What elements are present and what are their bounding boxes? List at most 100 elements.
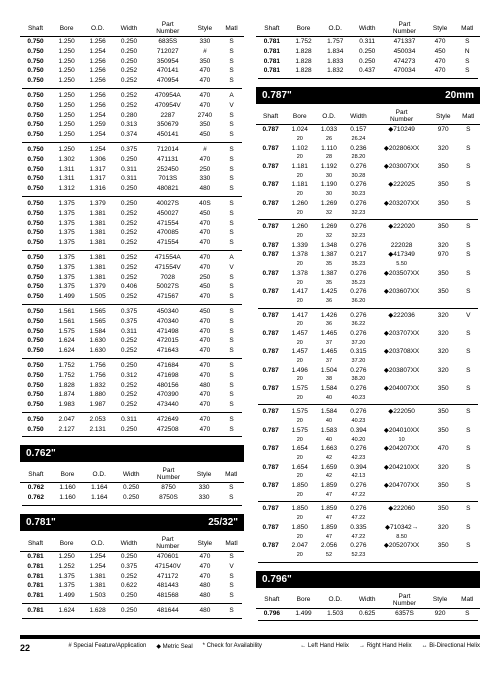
table-row: 0.7811.2501.2540.250470601470S (20, 552, 244, 562)
table-row: 0.7501.5611.5650.375450340450S (20, 307, 244, 317)
table-row: 203636.20 (256, 297, 480, 306)
col-matl: Matl (457, 108, 481, 125)
table-row: 0.7501.6241.6300.252471643470S (20, 346, 244, 356)
table-row: 0.7501.3021.3060.250471131470S (20, 155, 244, 165)
col-style: Style (426, 592, 455, 609)
table-row: 0.7501.3751.3810.252470085470S (20, 228, 244, 238)
table-row: 0.7811.8281.8340.250450034450N (256, 47, 480, 57)
table-row: 0.7811.7521.7570.311471337470S (256, 37, 480, 47)
table-row: 204040.2010 (256, 436, 480, 445)
col-style: Style (190, 466, 219, 483)
col-od: O.D. (82, 535, 113, 552)
table-row: 0.7871.3781.3870.276◆203507XX350S (256, 269, 480, 279)
col-matl: Matl (455, 20, 481, 37)
table-row: 203232.23 (256, 232, 480, 241)
table-row: 0.7811.3751.3810.252471172470S (20, 572, 244, 582)
size-banner: 0.787"20mm (256, 87, 480, 104)
col-bore: Bore (52, 466, 84, 483)
size-banner: 0.762" (20, 445, 244, 462)
table-row: 0.7501.6241.6300.252472015470S (20, 336, 244, 346)
table-row: 0.7501.3751.3810.2527028250S (20, 273, 244, 283)
table-row: 0.7871.4961.5040.276◆203807XX320S (256, 366, 480, 376)
table-row: 0.7811.8281.8330.250474273470S (256, 57, 480, 67)
table-row: 203838.20 (256, 375, 480, 384)
footer-notes-right: ← Left Hand Helix → Right Hand Helix ↔ B… (300, 643, 480, 653)
table-row: 0.7871.1811.1900.276◆222025350S (256, 180, 480, 190)
col-style: Style (191, 535, 219, 552)
table-row: 0.7501.2501.2540.375712014#S (20, 145, 244, 155)
col-width: Width (113, 535, 145, 552)
table-row: 0.7501.4991.5050.252471567470S (20, 292, 244, 302)
table-row: 0.7501.2501.2560.252470954470S (20, 76, 244, 86)
col-matl: Matl (219, 466, 245, 483)
col-od: O.D. (82, 20, 113, 37)
table-row: 0.7872.0472.0560.276◆205207XX350S (256, 541, 480, 551)
col-matl: Matl (219, 535, 244, 552)
table-row: 0.7871.2601.2690.276◆222020350S (256, 222, 480, 232)
table-row: 203030.23 (256, 190, 480, 199)
table-row: 0.7621.1601.1640.2508750330S (20, 483, 244, 493)
col-style: Style (191, 20, 219, 37)
col-bore: Bore (51, 20, 82, 37)
col-width: Width (115, 466, 147, 483)
table-row: 0.7502.1272.1310.250472508470S (20, 425, 244, 435)
table-row: 0.7871.8501.8590.276◆222060350S (256, 504, 480, 514)
table-row: 0.7501.2501.2590.313350679350S (20, 120, 244, 130)
table-row: 0.7871.4171.4250.276◆203607XX350S (256, 287, 480, 297)
size-banner: 0.781"25/32" (20, 514, 244, 531)
table-row: 204040.23 (256, 394, 480, 403)
table-row: 0.7871.5751.5840.276◆204007XX350S (256, 384, 480, 394)
table-row: 0.7621.1601.1640.2508750S330S (20, 493, 244, 503)
table-row: 0.7501.3751.3810.252471554470S (20, 238, 244, 248)
parts-table: Shaft Bore O.D. Width PartNumber Style M… (20, 535, 244, 621)
col-part: PartNumber (147, 466, 189, 483)
col-shaft: Shaft (20, 20, 51, 37)
parts-table: Shaft Bore O.D. Width PartNumber Style M… (20, 466, 244, 508)
table-row: 0.7871.5751.5840.276◆222050350S (256, 407, 480, 417)
table-row: 0.7811.2521.2540.375471540V470V (20, 562, 244, 572)
table-row: 0.7811.6241.6280.250481644480S (20, 606, 244, 616)
table-row: 204747.22 (256, 514, 480, 523)
table-row: 0.7501.3751.3790.25040027S40SS (20, 199, 244, 209)
col-part: PartNumber (383, 592, 425, 609)
table-row: 203232.23 (256, 209, 480, 218)
table-row: 0.7501.2501.2540.250712027#S (20, 47, 244, 57)
table-row: 204747.228.50 (256, 533, 480, 542)
table-row: 0.7871.0241.0330.157◆710249970S (256, 125, 480, 135)
table-row: 0.7961.4991.5030.6256357S920S (256, 608, 480, 618)
parts-table: Shaft Bore O.D. Width PartNumber Style M… (256, 592, 480, 624)
table-row: 0.7871.4571.4650.315◆203708XX320S (256, 347, 480, 357)
table-row: 202626.24 (256, 135, 480, 144)
col-od: O.D. (319, 592, 351, 609)
table-row: 0.7501.8741.8800.252470390470S (20, 390, 244, 400)
table-row: 204242.13 (256, 472, 480, 481)
col-bore: Bore (288, 592, 320, 609)
table-row: 0.7871.8501.8590.335◆710342→320S (256, 523, 480, 533)
footer-notes-left: # Special Feature/Application ◆ Metric S… (68, 643, 262, 653)
col-part: PartNumber (383, 20, 425, 37)
table-row: 204242.23 (256, 454, 480, 463)
table-row: 0.7501.2501.2540.28022872740S (20, 111, 244, 121)
table-row: 204040.23 (256, 417, 480, 426)
table-row: 0.7501.3751.3810.252471554470S (20, 219, 244, 229)
table-row: 0.7501.2501.2560.252470954V470V (20, 101, 244, 111)
table-row: 0.7501.7521.7560.250471684470S (20, 361, 244, 371)
table-row: 0.7501.3751.3810.252471554V470V (20, 263, 244, 273)
col-shaft: Shaft (256, 592, 288, 609)
table-row: 0.7501.3111.3170.311252450250S (20, 165, 244, 175)
table-row: 0.7871.5751.5830.394◆204010XX350S (256, 426, 480, 436)
table-row: 0.7501.5751.5840.311471498470S (20, 327, 244, 337)
col-matl: Matl (455, 592, 481, 609)
col-shaft: Shaft (20, 466, 52, 483)
table-row: 0.7501.2501.2560.252470141470S (20, 66, 244, 76)
table-row: 0.7871.1811.1920.276◆203007XX350S (256, 162, 480, 172)
size-banner: 0.796" (256, 571, 480, 588)
table-row: 0.7871.6541.6630.276◆204207XX470S (256, 444, 480, 454)
parts-table: Shaft Bore O.D. Width PartNumber Style M… (256, 108, 480, 564)
col-od: O.D. (314, 108, 343, 125)
table-row: 0.7871.4171.4260.276◆222036320V (256, 311, 480, 321)
table-row: 205252.23 (256, 551, 480, 560)
col-bore: Bore (288, 20, 320, 37)
col-shaft: Shaft (20, 535, 51, 552)
col-bore: Bore (51, 535, 82, 552)
